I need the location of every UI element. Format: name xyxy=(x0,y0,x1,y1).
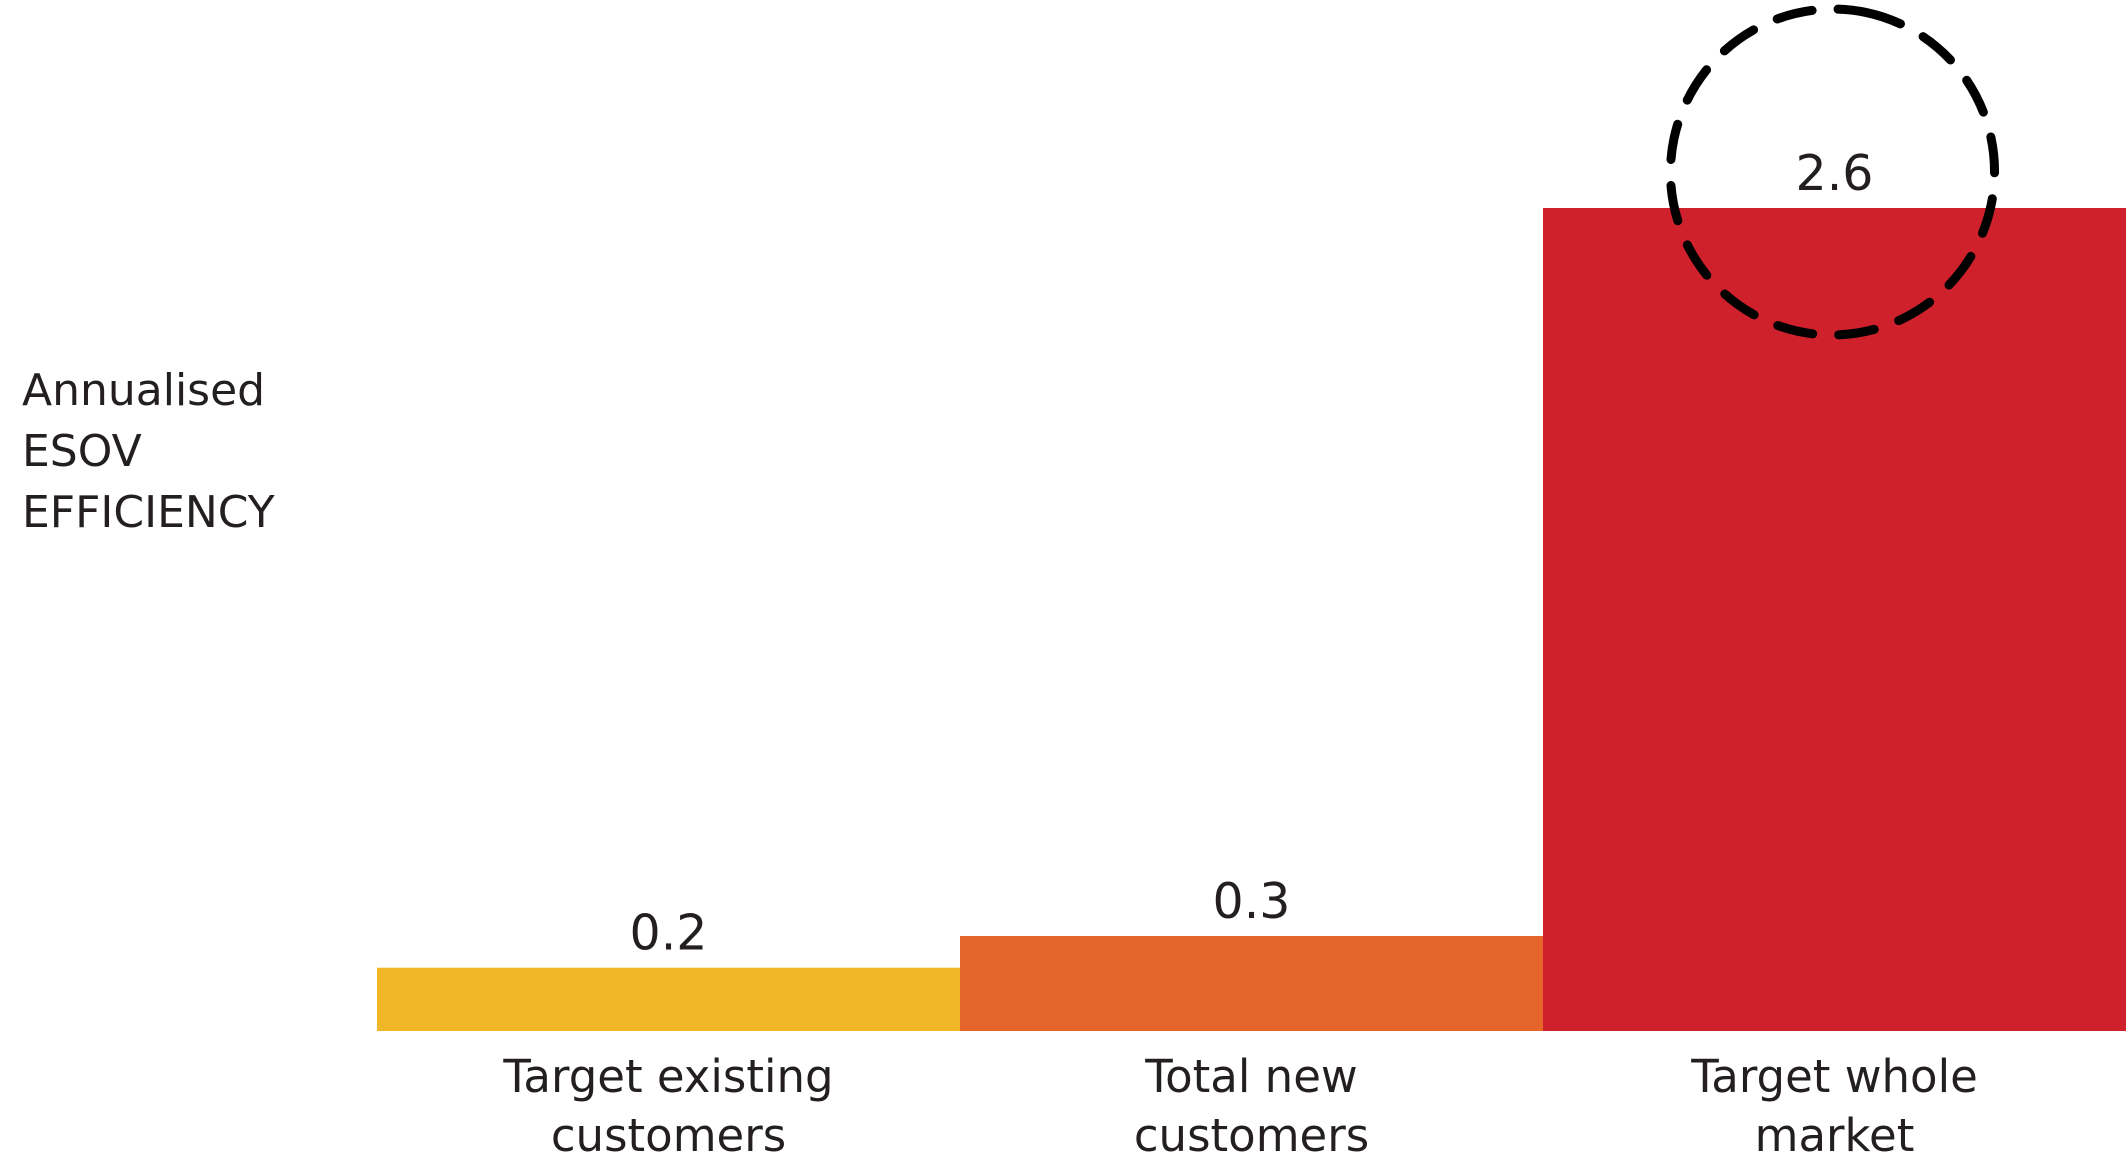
value-label-target-whole-market: 2.6 xyxy=(1796,145,1874,202)
y-axis-label: Annualised ESOV EFFICIENCY xyxy=(22,360,275,543)
category-label-line: Total new xyxy=(1144,1050,1357,1103)
annotations-group xyxy=(1665,4,2000,340)
category-label-line: Target existing xyxy=(502,1050,833,1103)
value-labels-group: 0.2 0.3 2.6 xyxy=(630,145,1874,962)
category-labels-group: Target existing customers Total new custome… xyxy=(502,1050,1977,1161)
category-label-target-whole-market: Target whole market xyxy=(1690,1050,1978,1161)
category-label-target-existing-customers: Target existing customers xyxy=(502,1050,833,1161)
y-axis-label-line: Annualised xyxy=(22,365,266,416)
bars-group xyxy=(377,208,2126,1031)
category-label-total-new-customers: Total new customers xyxy=(1134,1050,1369,1161)
category-label-line: customers xyxy=(551,1109,786,1161)
value-label-total-new-customers: 0.3 xyxy=(1213,873,1291,930)
category-label-line: Target whole xyxy=(1690,1050,1978,1103)
y-axis-label-line: EFFICIENCY xyxy=(22,487,275,538)
bar-target-existing-customers xyxy=(377,967,961,1031)
bar-total-new-customers xyxy=(960,936,1544,1031)
value-label-target-existing-customers: 0.2 xyxy=(630,905,708,962)
highlight-dashed-circle xyxy=(1665,4,2000,340)
category-label-line: market xyxy=(1755,1109,1915,1161)
y-axis-label-line: ESOV xyxy=(22,426,142,477)
category-label-line: customers xyxy=(1134,1109,1369,1161)
bar-target-whole-market xyxy=(1543,208,2126,1031)
